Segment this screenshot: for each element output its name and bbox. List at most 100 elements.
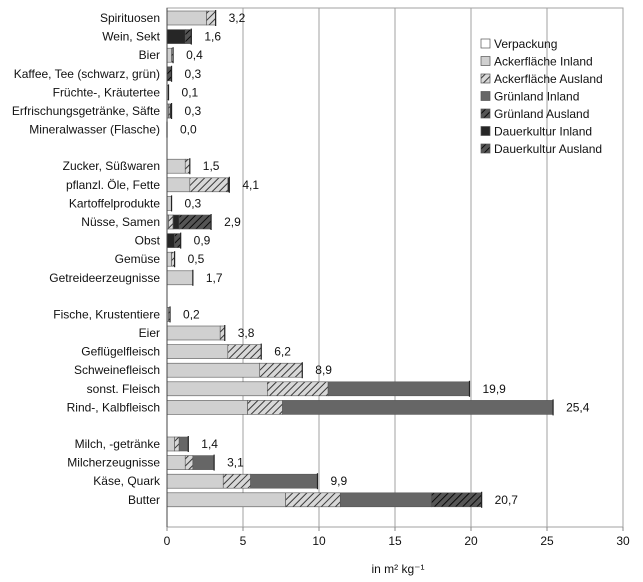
legend-label: Grünland Ausland: [494, 107, 589, 121]
x-axis: 0 5 10 15 20 25 30: [164, 8, 630, 548]
bar-segment: [222, 473, 251, 489]
bar-value-label: 0,5: [188, 252, 205, 266]
category-label: Kartoffelprodukte: [69, 196, 160, 210]
bar-segment: [166, 325, 221, 341]
bar-segment: [166, 10, 207, 26]
bar-segment: [166, 455, 186, 470]
category-label: Mineralwasser (Flasche): [29, 123, 160, 137]
category-label: Geflügelfleisch: [81, 345, 160, 359]
category-label: Schweinefleisch: [74, 363, 160, 377]
bar-value-label: 3,8: [238, 326, 255, 340]
category-label: Käse, Quark: [93, 474, 161, 488]
bar-segment: [166, 436, 175, 452]
legend-swatch: [480, 108, 491, 119]
category-label: Eier: [139, 326, 160, 340]
x-tick-label: 15: [388, 534, 402, 548]
bar-segment: [285, 492, 341, 508]
bar-segment: [166, 492, 286, 508]
x-tick-label: 5: [240, 534, 247, 548]
legend-label: Verpackung: [494, 37, 557, 51]
category-label: Gemüse: [115, 252, 161, 266]
bar-segment: [166, 47, 172, 63]
bar-segment: [184, 455, 194, 470]
x-tick-label: 10: [312, 534, 326, 548]
bar-value-label: 9,9: [330, 474, 347, 488]
category-label: Zucker, Süßwaren: [63, 159, 160, 173]
x-axis-title: in m² kg⁻¹: [371, 562, 424, 576]
bar-value-label: 4,1: [242, 178, 259, 192]
x-tick-label: 20: [464, 534, 478, 548]
bar-segment: [166, 251, 172, 267]
bar-segment: [174, 233, 181, 248]
category-label: Fische, Krustentiere: [53, 307, 160, 321]
bar-segment: [184, 158, 191, 174]
bar-segment: [166, 381, 268, 397]
bar-value-label: 1,7: [206, 271, 223, 285]
bar-value-label: 0,3: [185, 67, 202, 81]
bar-value-label: 0,1: [182, 85, 199, 99]
category-label: Kaffee, Tee (schwarz, grün): [14, 67, 160, 81]
bars: 3,21,60,40,30,10,30,01,54,10,32,90,90,51…: [166, 10, 590, 508]
bar-value-label: 0,2: [183, 307, 200, 321]
bar-value-label: 3,1: [227, 456, 244, 470]
category-label: Rind-, Kalbfleisch: [67, 400, 160, 414]
legend-swatch: [480, 73, 491, 84]
bar-value-label: 20,7: [495, 493, 519, 507]
bar-segment: [166, 362, 261, 378]
bar-value-label: 6,2: [274, 345, 291, 359]
bar-value-label: 1,5: [203, 159, 220, 173]
category-label: Bier: [139, 48, 160, 62]
legend-swatch: [480, 91, 491, 101]
bar-segment: [339, 492, 432, 508]
bar-segment: [166, 29, 186, 44]
bar-value-label: 8,9: [315, 363, 332, 377]
category-label: Getreideerzeugnisse: [49, 271, 160, 285]
bar-value-label: 0,3: [185, 196, 202, 210]
category-label: Milcherzeugnisse: [67, 456, 160, 470]
legend-label: Ackerfläche Inland: [494, 55, 593, 69]
bar-segment: [168, 214, 174, 230]
bar-segment: [267, 381, 329, 397]
category-label: Erfrischungsgetränke, Säfte: [12, 104, 160, 118]
bar-segment: [174, 436, 180, 452]
x-tick-label: 25: [540, 534, 554, 548]
bar-segment: [189, 177, 229, 193]
category-label: Früchte-, Kräutertee: [53, 85, 161, 99]
bar-segment: [166, 158, 186, 174]
legend-swatch: [480, 56, 491, 66]
category-label: Obst: [135, 234, 161, 248]
category-labels: Spirituosen Wein, Sekt Bier Kaffee, Tee (sc…: [12, 11, 161, 507]
x-tick-label: 30: [616, 534, 630, 548]
legend-swatch: [480, 38, 491, 49]
bar-segment: [172, 214, 180, 230]
bar-segment: [166, 344, 229, 359]
bar-value-label: 19,9: [482, 382, 506, 396]
bar-segment: [192, 455, 215, 470]
bar-value-label: 25,4: [566, 400, 590, 414]
bar-segment: [247, 400, 283, 415]
bar-segment: [166, 473, 224, 489]
legend-label: Grünland Inland: [494, 90, 579, 104]
bar-value-label: 1,4: [201, 437, 218, 451]
bar-segment: [206, 10, 216, 26]
legend-swatch: [480, 126, 491, 136]
category-label: Nüsse, Samen: [81, 215, 160, 229]
category-label: pflanzl. Öle, Fette: [66, 178, 160, 192]
bar-segment: [166, 400, 248, 415]
bar-segment: [178, 214, 212, 230]
legend-swatch: [480, 143, 491, 154]
bar-segment: [166, 177, 191, 193]
bar-segment: [166, 196, 172, 211]
bar-segment: [327, 381, 470, 397]
bar-value-label: 1,6: [204, 30, 221, 44]
bar-value-label: 2,9: [224, 215, 241, 229]
category-label: Milch, -getränke: [75, 437, 161, 451]
bar-segment: [250, 473, 318, 489]
bar-segment: [166, 270, 194, 286]
bar-value-label: 0,3: [185, 104, 202, 118]
bar-segment: [184, 29, 192, 44]
bar-segment: [282, 400, 554, 415]
category-label: Butter: [128, 493, 160, 507]
bar-segment: [431, 492, 482, 508]
